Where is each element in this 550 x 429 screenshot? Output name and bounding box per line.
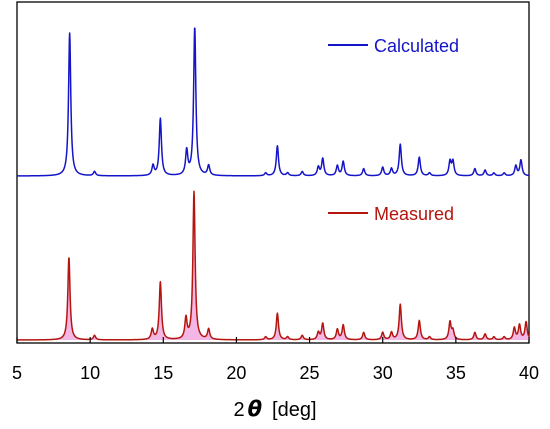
series-calculated-line	[16, 27, 530, 177]
x-tick-label: 15	[153, 363, 173, 383]
x-tick-label: 30	[373, 363, 393, 383]
x-axis-title-prefix: 2	[233, 399, 244, 421]
x-tick-label: 10	[80, 363, 100, 383]
x-axis-ticks: 5 10 15 20 25 30 35 40	[12, 337, 539, 383]
legend-measured: Measured	[328, 204, 454, 224]
x-axis-title-unit: [deg]	[272, 399, 316, 421]
legend-calculated-label: Calculated	[374, 36, 459, 56]
x-tick-label: 35	[446, 363, 466, 383]
x-tick-label: 5	[12, 363, 22, 383]
legend-measured-label: Measured	[374, 204, 454, 224]
x-tick-label: 40	[519, 363, 539, 383]
legend-calculated: Calculated	[328, 36, 459, 56]
x-tick-label: 20	[226, 363, 246, 383]
x-axis-title: 2 θ [deg]	[233, 397, 316, 421]
plot-frame	[16, 1, 530, 344]
series-measured-line	[16, 190, 530, 341]
x-tick-label: 25	[300, 363, 320, 383]
x-axis-title-theta: θ	[248, 397, 262, 421]
series-measured-fill	[17, 191, 529, 340]
